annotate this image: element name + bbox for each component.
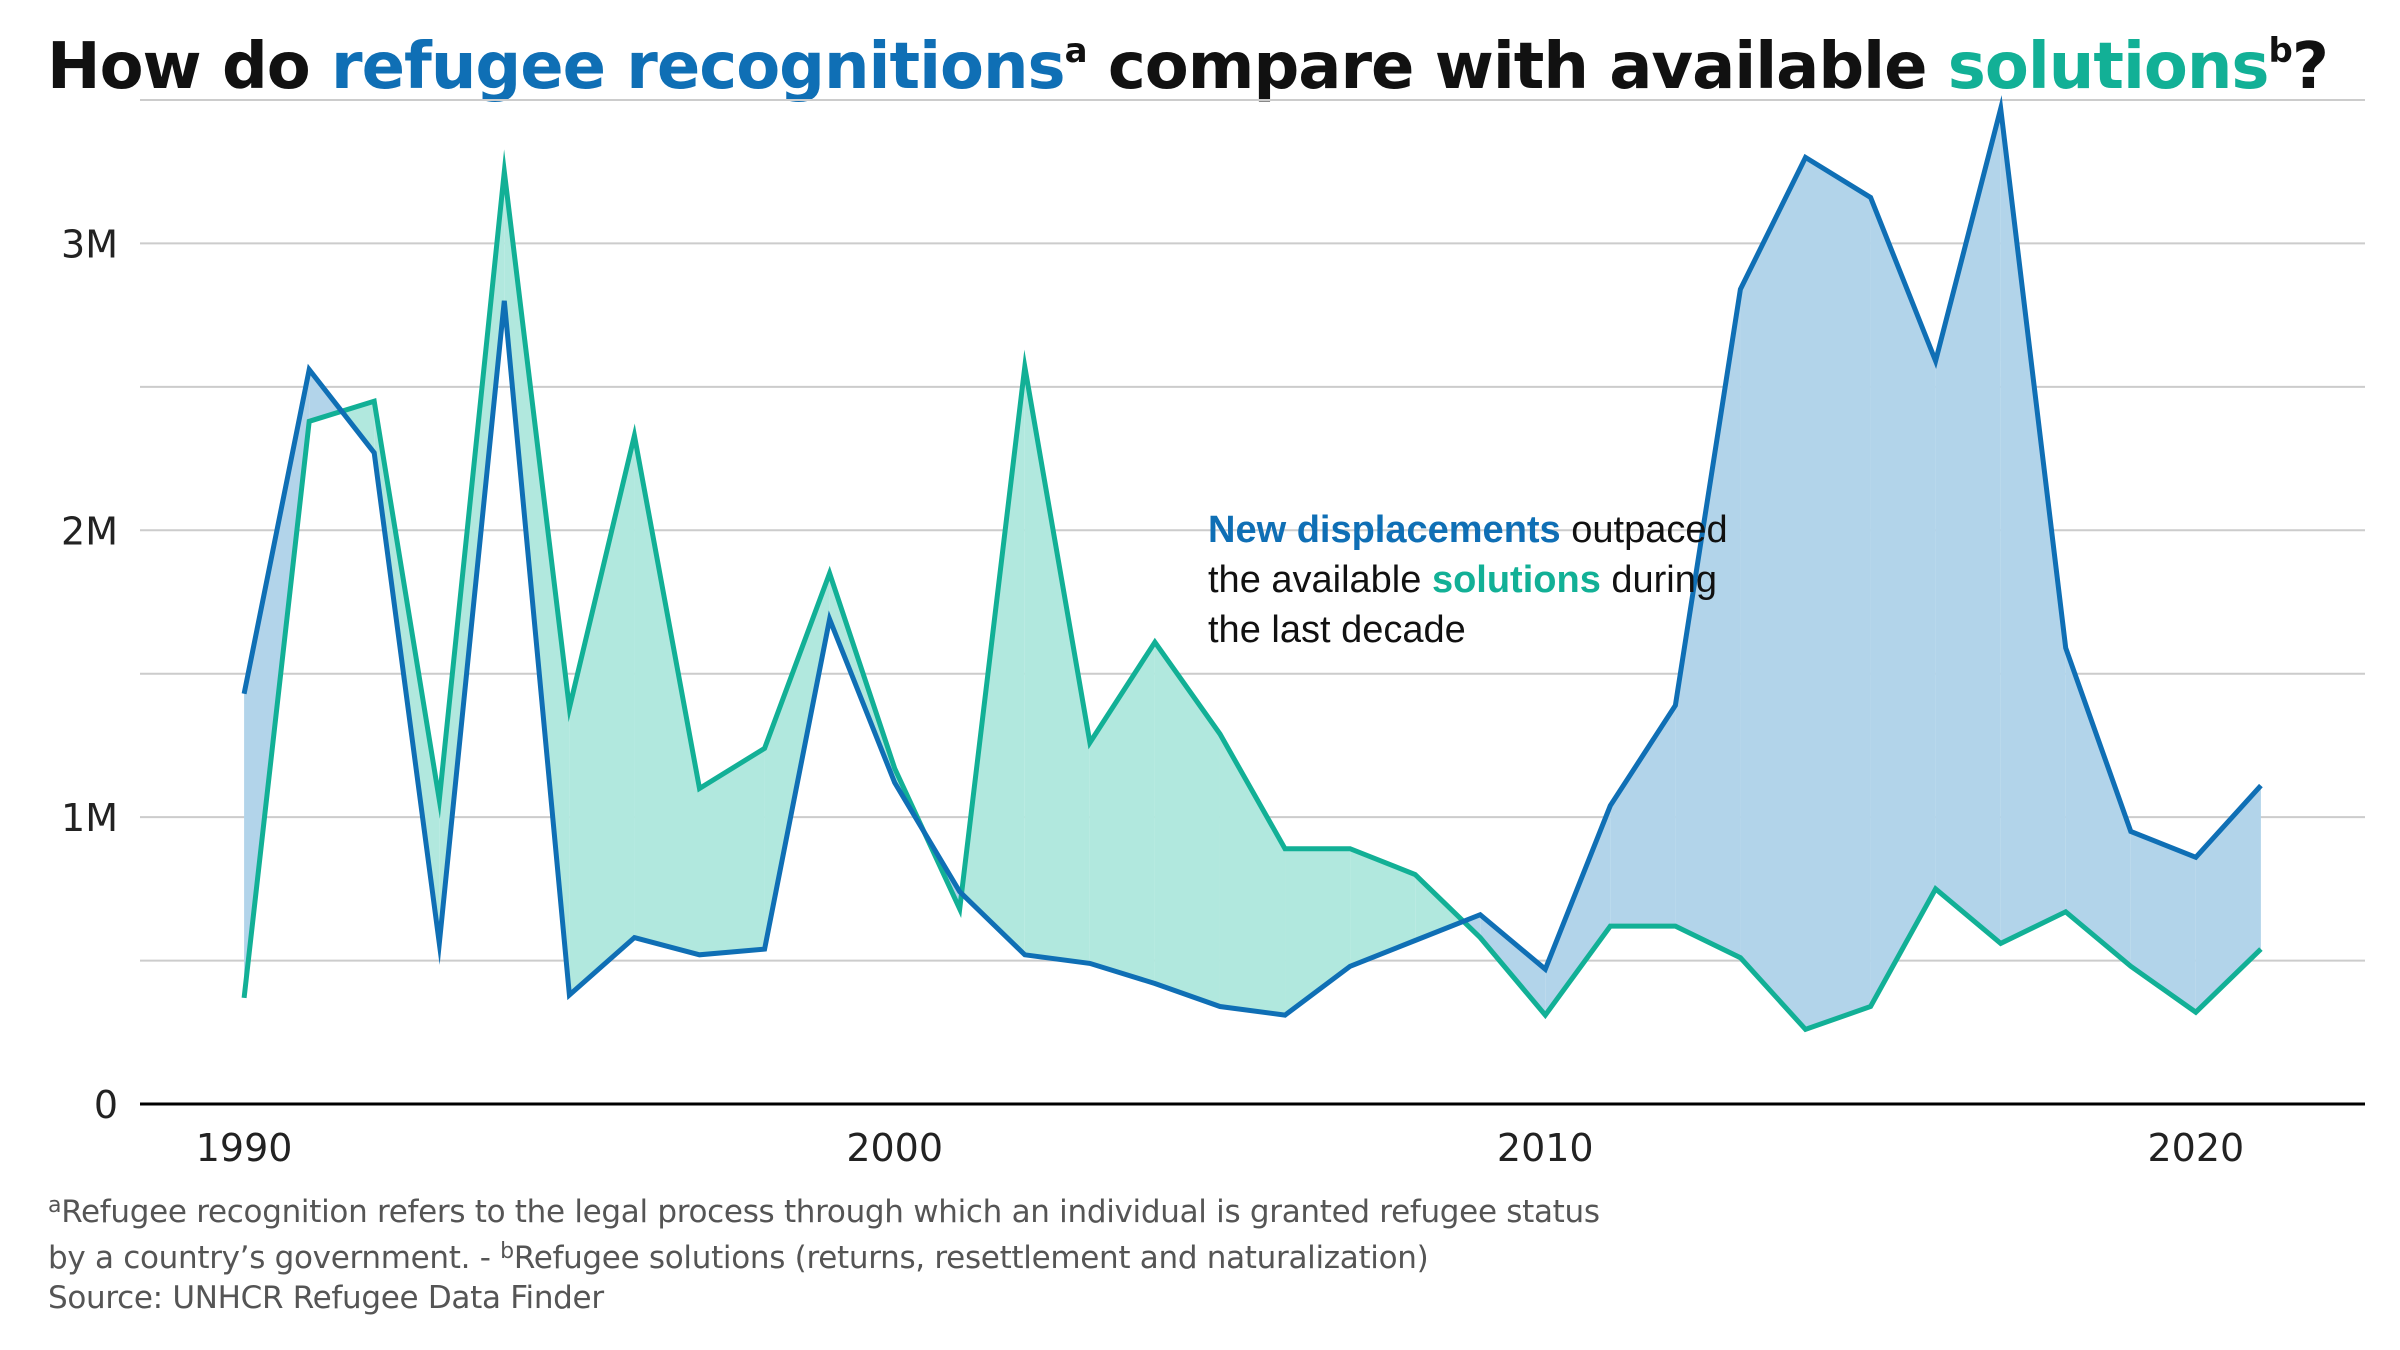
area-segment xyxy=(1154,642,1220,1007)
title-prefix: How do xyxy=(47,30,331,104)
area-segment xyxy=(1350,848,1416,967)
area-segment xyxy=(1870,197,1936,1007)
area-segment xyxy=(1740,157,1806,1030)
chart-annotation: New displacements outpaced the available… xyxy=(1208,505,1728,655)
y-tick-label: 2M xyxy=(61,509,118,553)
title-suffix: ? xyxy=(2291,30,2329,104)
footnote-a-text-2: by a country’s government. - xyxy=(48,1240,501,1276)
title-highlight-solutions: solutions xyxy=(1947,30,2270,104)
area-segment xyxy=(1545,805,1611,1016)
y-tick-label: 3M xyxy=(61,222,118,266)
area-segment xyxy=(1480,914,1546,1016)
y-tick-label: 1M xyxy=(61,796,118,840)
footnote-marker-b: b xyxy=(500,1239,514,1264)
area-segment xyxy=(1024,366,1090,964)
area-segment xyxy=(1935,108,2001,944)
area-segment xyxy=(1089,642,1155,984)
annotation-highlight-new-displacements: New displacements xyxy=(1208,509,1561,551)
annotation-text-1: outpaced the available xyxy=(1208,509,1728,601)
footnote-b-text: Refugee solutions (returns, resettlement… xyxy=(513,1240,1429,1276)
area-segment xyxy=(1675,289,1741,958)
title-highlight-recognitions: refugee recognitions xyxy=(331,30,1066,104)
footnotes: aRefugee recognition refers to the legal… xyxy=(48,1186,1600,1318)
annotation-highlight-solutions: solutions xyxy=(1431,559,1601,601)
axes: 0 1M 2M 3M 1990 2000 2010 2020 xyxy=(61,222,2365,1170)
series-lines xyxy=(241,95,2263,1033)
x-tick-label: 2000 xyxy=(846,1126,943,1170)
x-tick-label: 1990 xyxy=(196,1126,293,1170)
area-segment xyxy=(699,748,765,955)
title-footnote-marker-b: b xyxy=(2268,31,2293,71)
area-segment xyxy=(1219,733,1286,1016)
x-tick-label: 2020 xyxy=(2147,1126,2244,1170)
source-note: Source: UNHCR Refugee Data Finder xyxy=(48,1280,604,1316)
area-segment xyxy=(2130,831,2196,1013)
area-segment xyxy=(504,171,570,995)
series-line-solutions xyxy=(241,149,2263,1033)
y-tick-label: 0 xyxy=(94,1083,118,1127)
area-segment xyxy=(2000,108,2066,944)
title-footnote-marker-a: a xyxy=(1064,31,1088,71)
area-segment xyxy=(2065,647,2131,967)
area-segment xyxy=(1285,848,1351,1016)
x-tick-label: 2010 xyxy=(1497,1126,1594,1170)
area-segment xyxy=(1805,157,1871,1030)
area-segment xyxy=(634,435,700,955)
area-segment xyxy=(569,435,635,995)
area-segment xyxy=(439,171,505,944)
footnote-line-2: by a country’s government. - bRefugee so… xyxy=(48,1232,1600,1278)
chart-title: How do refugee recognitionsa compare wit… xyxy=(47,30,2329,104)
footnote-marker-a: a xyxy=(48,1193,62,1218)
title-middle: compare with available xyxy=(1086,30,1948,104)
footnote-line-1: aRefugee recognition refers to the legal… xyxy=(48,1186,1600,1232)
annotation-text-2: during the last decade xyxy=(1208,559,1718,651)
footnote-a-text-1: Refugee recognition refers to the legal … xyxy=(61,1194,1600,1230)
series-line-recognitions xyxy=(241,95,2263,1018)
area-segment xyxy=(1610,705,1676,927)
